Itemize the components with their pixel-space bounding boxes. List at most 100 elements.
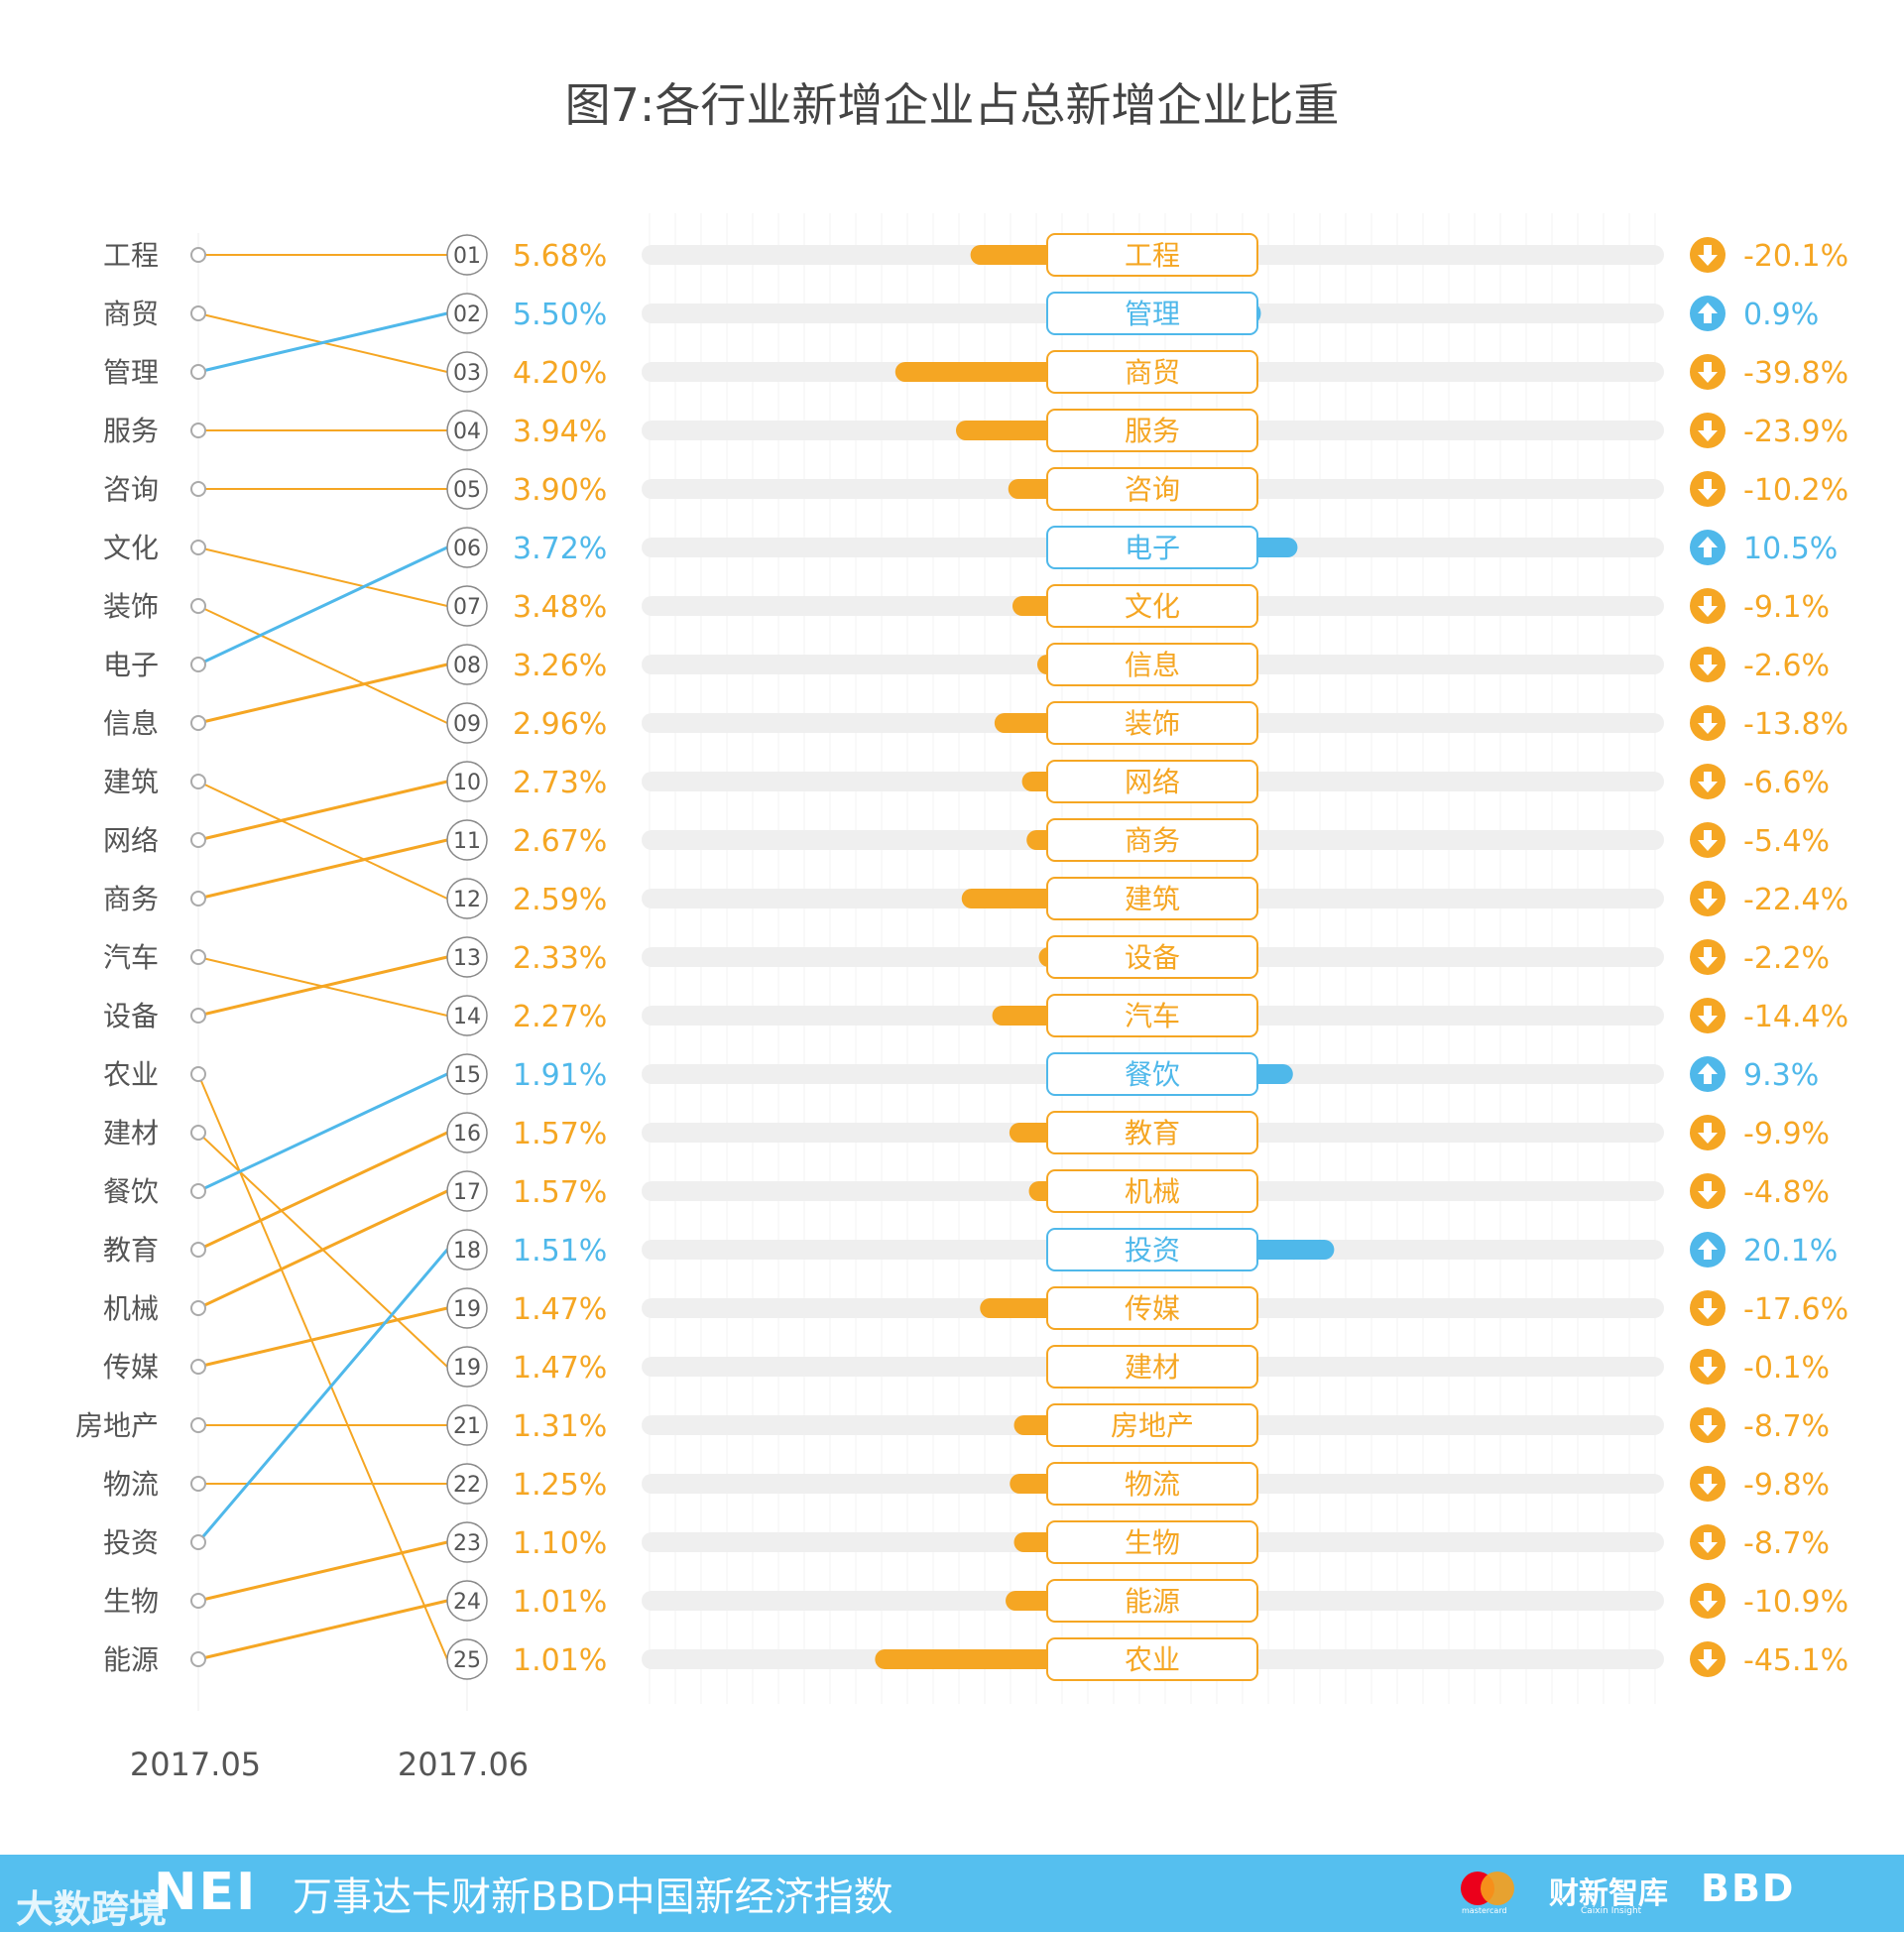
rank-circle	[446, 995, 488, 1036]
may-dot	[190, 1242, 206, 1258]
rank-label: 01	[453, 244, 481, 269]
slope-line-装饰	[197, 605, 448, 724]
arrow-down-glyph	[1698, 245, 1718, 266]
rank-circle	[446, 936, 488, 978]
industry-label: 传媒	[1125, 1292, 1180, 1325]
industry-box	[1046, 584, 1258, 628]
slope-line-电子	[196, 545, 449, 666]
rank-circle	[446, 1229, 488, 1270]
share-label: 2.59%	[513, 883, 607, 917]
rank-label: 24	[453, 1590, 481, 1615]
rank-circle	[446, 1404, 488, 1446]
may-dot	[190, 481, 206, 497]
industry-label: 教育	[1125, 1117, 1180, 1149]
industry-label: 文化	[1125, 590, 1180, 623]
rank-circle	[446, 585, 488, 627]
may-dot	[190, 1651, 206, 1667]
rank-label: 09	[453, 712, 481, 737]
industry-box	[1046, 1052, 1258, 1096]
industry-label: 商贸	[1125, 356, 1180, 389]
may-dot	[190, 305, 206, 321]
industry-box	[1046, 409, 1258, 452]
rank-circle	[446, 234, 488, 276]
industry-label: 工程	[1125, 239, 1180, 272]
industry-label: 建材	[1125, 1351, 1180, 1384]
rank-circle	[446, 1287, 488, 1329]
chart: 图7:各行业新增企业占总新增企业比重工程商贸管理服务咨询文化装饰电子信息建筑网络…	[75, 78, 1848, 1783]
may-label: 网络	[103, 824, 159, 857]
change-bar	[875, 1649, 1059, 1669]
change-label: -2.2%	[1743, 941, 1830, 976]
mastercard-logo-icon	[1461, 1872, 1514, 1905]
slope-line-建筑	[197, 781, 448, 900]
rank-circle	[446, 1580, 488, 1622]
rank-label: 19	[453, 1356, 481, 1381]
slope-line-设备	[196, 955, 449, 1018]
change-label: -9.9%	[1743, 1117, 1830, 1151]
share-label: 1.57%	[513, 1175, 607, 1210]
may-dot	[190, 598, 206, 614]
slope-line-传媒	[196, 1306, 449, 1369]
arrow-down-glyph	[1698, 1474, 1718, 1495]
change-label: -10.2%	[1743, 473, 1848, 508]
industry-label: 信息	[1125, 649, 1180, 681]
rank-circle	[446, 293, 488, 334]
may-label: 建筑	[103, 766, 159, 798]
x-label-may: 2017.05	[130, 1746, 261, 1783]
change-bar	[1246, 1240, 1335, 1260]
change-label: -8.7%	[1743, 1409, 1830, 1444]
may-label: 信息	[103, 707, 159, 740]
industry-label: 设备	[1125, 941, 1180, 974]
change-label: -13.8%	[1743, 707, 1848, 742]
rank-label: 10	[453, 771, 481, 795]
rank-circle	[446, 644, 488, 685]
rank-label: 08	[453, 654, 481, 678]
arrow-down-glyph	[1698, 772, 1718, 792]
change-label: -5.4%	[1743, 824, 1830, 859]
industry-label: 建筑	[1125, 883, 1180, 915]
may-label: 工程	[103, 239, 159, 272]
rank-label: 14	[453, 1005, 481, 1029]
industry-label: 物流	[1125, 1468, 1180, 1501]
may-dot	[190, 1066, 206, 1082]
may-dot	[190, 1417, 206, 1433]
share-label: 3.26%	[513, 649, 607, 683]
rank-label: 11	[453, 829, 481, 854]
industry-box	[1046, 1637, 1258, 1681]
may-label: 电子	[103, 649, 159, 681]
may-dot	[190, 1359, 206, 1375]
arrow-down-glyph	[1698, 1123, 1718, 1144]
may-dot	[190, 949, 206, 965]
slope-line-信息	[196, 663, 449, 725]
rank-label: 06	[453, 537, 481, 561]
industry-box	[1046, 994, 1258, 1037]
nei-logo: NEI	[154, 1863, 258, 1922]
arrow-down-glyph	[1698, 1649, 1718, 1670]
footer-title: 万事达卡财新BBD中国新经济指数	[293, 1874, 893, 1920]
share-label: 1.01%	[513, 1643, 607, 1678]
industry-box	[1046, 1228, 1258, 1271]
arrow-down-glyph	[1698, 479, 1718, 500]
slope-line-餐饮	[196, 1072, 449, 1193]
change-bar	[1246, 538, 1298, 557]
industry-box	[1046, 467, 1258, 511]
share-label: 1.57%	[513, 1117, 607, 1151]
may-dot	[190, 832, 206, 848]
rank-label: 04	[453, 420, 481, 444]
change-label: 20.1%	[1743, 1234, 1838, 1269]
may-label: 商务	[103, 883, 159, 915]
share-label: 5.68%	[513, 239, 607, 274]
may-dot	[190, 1534, 206, 1550]
industry-box	[1046, 1520, 1258, 1564]
industry-label: 服务	[1125, 415, 1180, 447]
arrow-down-glyph	[1698, 421, 1718, 441]
rank-circle	[446, 1521, 488, 1563]
bbd-logo: BBD	[1701, 1867, 1796, 1910]
may-label: 商贸	[103, 298, 159, 330]
arrow-down-glyph	[1698, 1415, 1718, 1436]
may-label: 建材	[103, 1117, 159, 1149]
arrow-down-glyph	[1698, 596, 1718, 617]
slope-line-投资	[196, 1248, 449, 1544]
may-dot	[190, 423, 206, 438]
share-label: 2.96%	[513, 707, 607, 742]
